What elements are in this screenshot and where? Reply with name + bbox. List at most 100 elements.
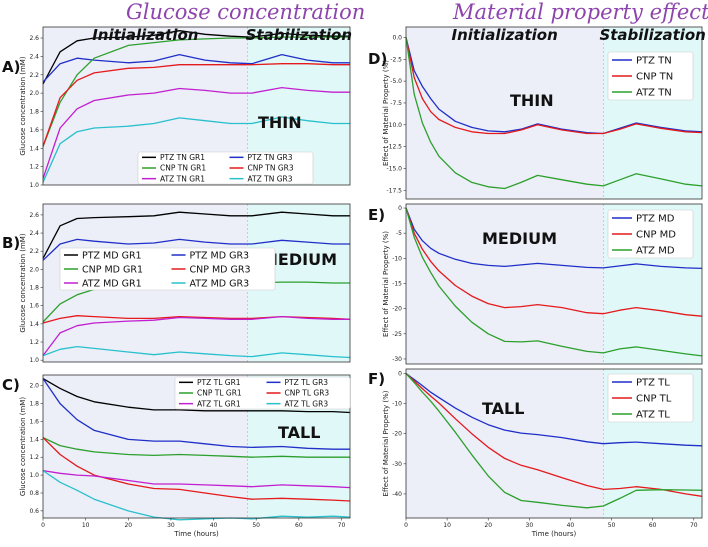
- x-tick-label: 50: [252, 522, 260, 529]
- series-line: [405, 37, 703, 190]
- y-tick-label: 1.8: [29, 285, 39, 292]
- y-tick-label: -30: [392, 461, 402, 468]
- legend-entry: PTZ TN GR3: [248, 153, 293, 162]
- series-line: [405, 37, 703, 135]
- y-tick-label: -10: [392, 255, 402, 262]
- chart-panel-4: 0.0 -2.5 -5.0 -7.5 -10.0 -12.5 -15.0 -17.5 Effec…: [368, 26, 703, 200]
- panel-letter: A): [2, 58, 20, 76]
- panel-letter: E): [368, 206, 385, 224]
- legend-entry: PTZ TL GR3: [285, 378, 329, 387]
- y-tick-label: 1.8: [29, 401, 39, 408]
- y-axis-label: Glucose concentration (mM): [19, 56, 27, 155]
- legend-entry: PTZ TN GR1: [160, 153, 205, 162]
- chart-panel-3: 0.6 0.8 1.0 1.2 1.4 1.6 1.8 2.0 0 10 20 30 40 50 60 70 G…: [2, 374, 351, 538]
- legend-entry: ATZ TN GR1: [160, 174, 205, 183]
- x-tick-label: 0: [41, 522, 45, 529]
- initialization-region: [406, 369, 604, 518]
- y-tick-label: 1.2: [29, 164, 39, 171]
- legend-box: [607, 373, 694, 423]
- x-tick-label: 30: [167, 522, 175, 529]
- legend-entry: PTZ TL: [636, 378, 670, 389]
- legend-entry: CNP MD GR1: [82, 264, 143, 275]
- plot-frame: [42, 26, 351, 186]
- legend-box: [607, 209, 694, 259]
- series-line: [405, 207, 703, 270]
- y-axis-label: Effect of Material Property (%): [382, 60, 390, 166]
- y-tick-label: -10: [392, 401, 402, 408]
- y-tick-label: 0.0: [392, 34, 402, 41]
- legend-entry: CNP TN GR3: [248, 164, 294, 173]
- y-tick-label: 1.0: [29, 182, 39, 189]
- legend-entry: CNP TN GR1: [160, 164, 206, 173]
- phase-label-initialization: Initialization: [452, 26, 558, 44]
- y-tick-label: 0: [398, 205, 402, 212]
- x-tick-label: 60: [295, 522, 303, 529]
- series-line: [42, 211, 350, 259]
- y-tick-label: -15: [392, 280, 402, 287]
- y-axis-label: Glucose concentration (mM): [19, 233, 27, 332]
- y-tick-label: 2.0: [29, 266, 39, 273]
- series-line: [42, 30, 350, 85]
- chart-panel-1: 1.0 1.2 1.4 1.6 1.8 2.0 2.2 2.4 2.6 Glucose conce…: [2, 26, 351, 189]
- legend-entry: ATZ TL GR3: [285, 399, 329, 408]
- plot-frame: [42, 203, 351, 363]
- panel-size-label: THIN: [510, 91, 554, 110]
- legend-entry: ATZ TN: [636, 88, 672, 99]
- y-tick-label: 2.0: [29, 90, 39, 97]
- panel-size-label: MEDIUM: [262, 250, 337, 269]
- plot-frame: [405, 203, 703, 365]
- y-tick-label: 2.6: [29, 212, 39, 219]
- y-tick-label: -17.5: [386, 187, 402, 194]
- y-tick-label: 1.0: [29, 472, 39, 479]
- x-tick-label: 0: [404, 522, 408, 529]
- y-tick-label: 1.4: [29, 145, 39, 152]
- y-tick-label: 2.4: [29, 230, 39, 237]
- y-tick-label: -7.5: [390, 100, 402, 107]
- y-tick-label: 2.4: [29, 53, 39, 60]
- legend-entry: ATZ MD: [636, 246, 675, 257]
- legend-entry: ATZ MD GR3: [190, 278, 250, 289]
- chart-panel-5: 0 -5 -10 -15 -20 -25 -30 Effect of Material Pro…: [368, 203, 703, 365]
- series-line: [42, 437, 350, 458]
- panel-size-label: THIN: [258, 113, 302, 132]
- y-tick-label: -5.0: [390, 78, 402, 85]
- legend: PTZ TL CNP TL ATZ TL: [607, 373, 694, 423]
- x-tick-label: 10: [443, 522, 451, 529]
- legend-entry: ATZ MD GR1: [82, 278, 142, 289]
- y-tick-label: 1.0: [29, 357, 39, 364]
- y-tick-label: 1.4: [29, 321, 39, 328]
- phase-label-stabilization: Stabilization: [246, 26, 352, 44]
- y-tick-label: 1.2: [29, 454, 39, 461]
- y-tick-label: 2.2: [29, 248, 39, 255]
- section-title-material: Material property effect: [453, 0, 708, 24]
- series-line: [42, 63, 350, 147]
- series-line: [405, 372, 703, 447]
- y-tick-label: 2.2: [29, 72, 39, 79]
- plot-frame: [405, 368, 703, 519]
- y-tick-label: -20: [392, 306, 402, 313]
- y-tick-label: -25: [392, 331, 402, 338]
- series-line: [42, 315, 350, 356]
- y-tick-label: -10.0: [386, 122, 402, 129]
- series-line: [405, 37, 703, 135]
- series-line: [42, 378, 350, 450]
- series-line: [42, 378, 351, 414]
- x-tick-label: 20: [484, 522, 492, 529]
- y-tick-label: 1.6: [29, 418, 39, 425]
- x-tick-label: 40: [210, 522, 218, 529]
- legend-entry: PTZ TN: [636, 56, 672, 67]
- series-line: [405, 207, 703, 357]
- legend: PTZ TN GR1 PTZ TN GR3 CNP TN GR1 CNP TN GR3…: [137, 151, 314, 185]
- series-line: [42, 315, 351, 324]
- chart-panel-2: 1.0 1.2 1.4 1.6 1.8 2.0 2.2 2.4 2.6 Glucose conce…: [2, 203, 351, 364]
- legend-entry: CNP TL GR1: [197, 389, 242, 398]
- x-tick-label: 60: [649, 522, 657, 529]
- legend-entry: CNP TL GR3: [285, 389, 330, 398]
- y-tick-label: -5: [396, 230, 402, 237]
- legend-entry: CNP MD: [636, 230, 676, 241]
- legend-entry: CNP TL: [636, 394, 672, 405]
- chart-panel-6: 0 -10 -20 -30 -40 0 10 20 30 40 50 60 70 Effect of Ma…: [368, 368, 703, 538]
- y-tick-label: 0.6: [29, 508, 39, 515]
- y-axis-label: Effect of Material Property (%): [382, 390, 390, 496]
